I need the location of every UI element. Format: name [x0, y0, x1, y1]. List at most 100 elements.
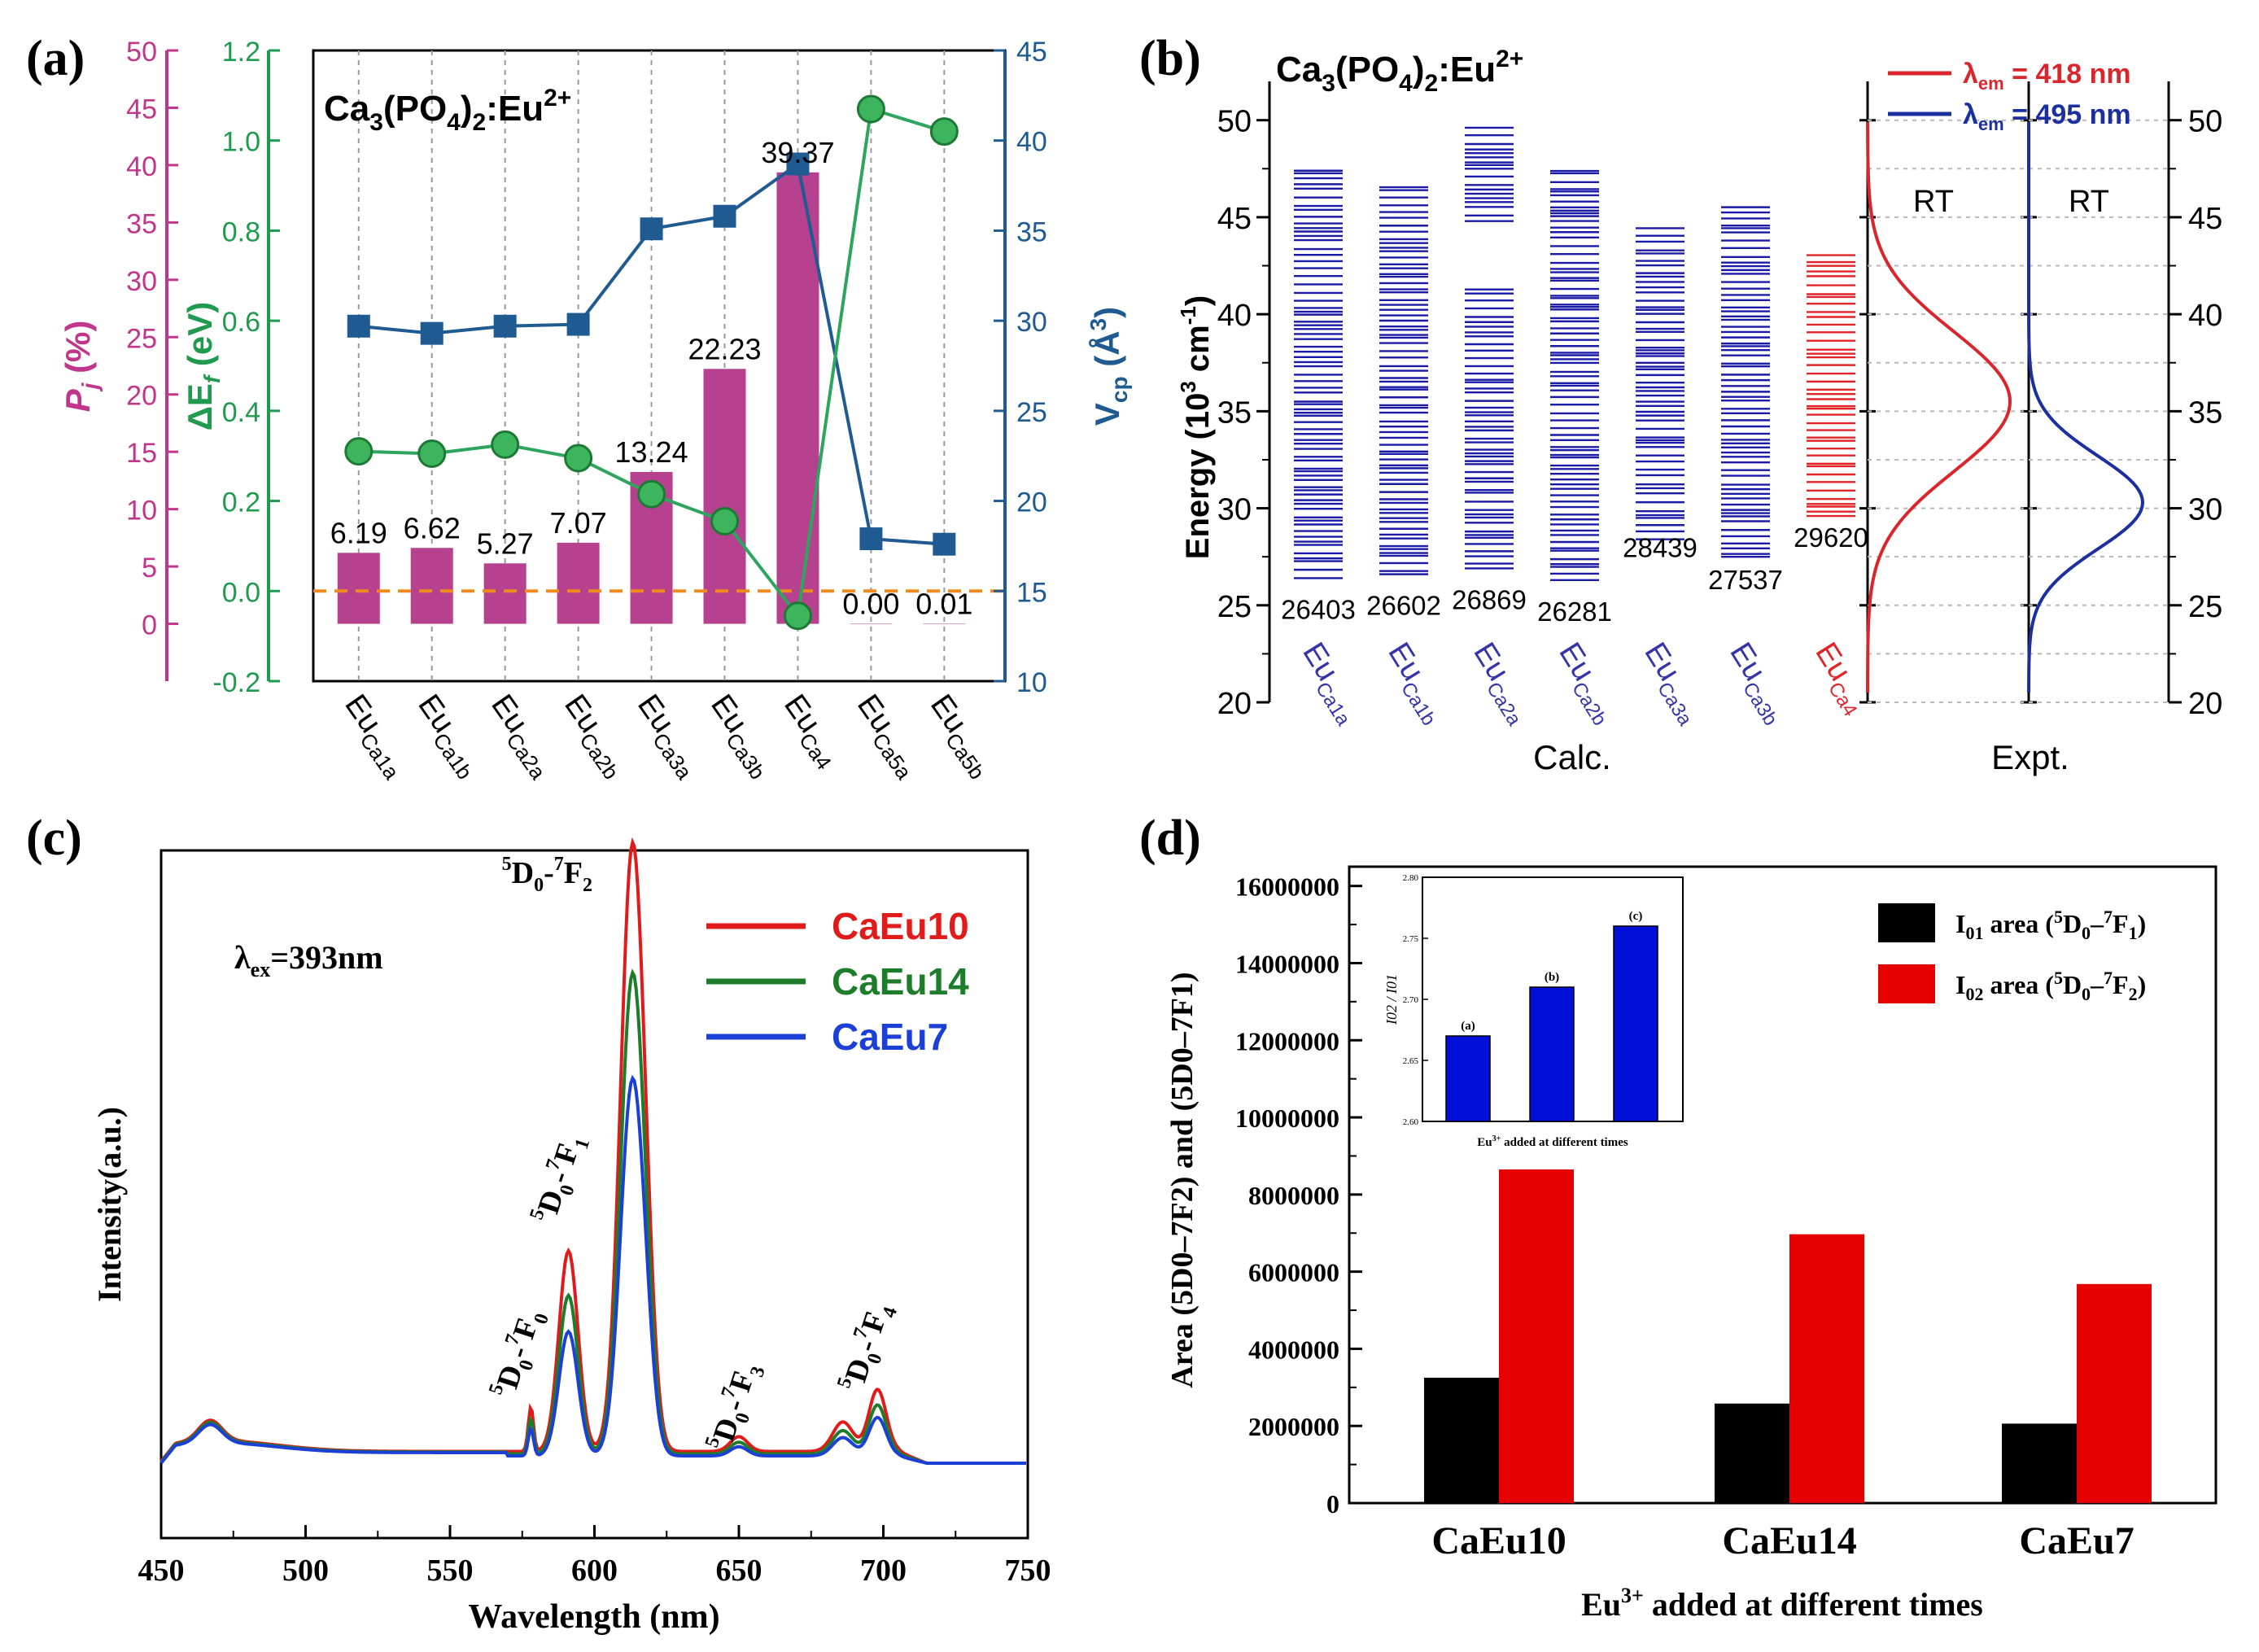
- panel-a-bar-value-label: 6.62: [404, 511, 461, 544]
- panel-b-rt-label-2: RT: [2069, 185, 2109, 219]
- panel-d-inset-x-label: Eu3+ added at different times: [1477, 1134, 1628, 1149]
- panel-d-axes: 0 2000000 4000000 6000000 8000000 10000000 120…: [1235, 872, 2134, 1562]
- panel-a-vcp-point-Ca1b: [420, 321, 443, 345]
- panel-a-bar-value-label: 0.01: [915, 587, 972, 620]
- panel-b-column-Ca1b: [1379, 186, 1428, 575]
- panel-a-pj-tick-label: 0: [142, 610, 157, 641]
- panel-c-axes: 450 500 550 600 650 700 750: [138, 1525, 1051, 1588]
- panel-a-de-tick-label: 1.2: [222, 37, 260, 68]
- panel-b-site-label: EuCa3b: [1718, 637, 1797, 730]
- panel-a-de-point-Ca4: [783, 601, 812, 631]
- panel-b-left-tick-label: 25: [1217, 590, 1252, 624]
- panel-a-pj-tick-label: 20: [126, 381, 157, 412]
- panel-a-pj-tick-label: 30: [126, 266, 157, 297]
- panel-a-bar-value-label: 13.24: [615, 435, 688, 469]
- panel-a-bar-Ca1a: [337, 553, 380, 624]
- panel-c-peak-label: 5D0-7F2: [502, 854, 592, 896]
- panel-d-x-tick-label: CaEu10: [1431, 1519, 1566, 1562]
- panel-c-peak-label: 5D0-7F3: [701, 1357, 770, 1457]
- panel-c-x-tick-label: 550: [427, 1554, 474, 1588]
- panel-a-vcp-tick-label: 45: [1016, 37, 1047, 68]
- panel-a-bar-Ca4: [776, 172, 819, 624]
- panel-a-bar-value-label: 0.00: [842, 588, 899, 621]
- panel-a-vcp-point-Ca5a: [859, 527, 883, 551]
- panel-a-vcp-tick-label: 30: [1016, 307, 1047, 338]
- panel-d-inset-bar-2: [1613, 925, 1658, 1122]
- panel-a-vcp-point-Ca2a: [493, 314, 517, 338]
- panel-a-de-point-Ca2a: [491, 430, 520, 459]
- panel-a-bar-value-label: 39.37: [761, 136, 834, 169]
- panel-d-inset-tick-label: 2.80: [1403, 873, 1419, 883]
- panel-a-x-tick-label: EuCa5a: [845, 688, 929, 784]
- panel-b-left-tick-label: 50: [1217, 105, 1252, 139]
- panel-b-onset-label: 29620: [1794, 522, 1868, 553]
- panel-b-rt-label-1: RT: [1913, 185, 1954, 219]
- panel-a-bar-Ca5b: [923, 623, 966, 624]
- panel-d-y-tick-label: 14000000: [1235, 949, 1339, 978]
- panel-c-x-axis-label: Wavelength (nm): [468, 1598, 719, 1636]
- panel-b-column-Ca4: [1807, 254, 1855, 518]
- panel-b-emission-curve-418: [1866, 122, 2012, 693]
- panel-b-onset-label: 27537: [1708, 565, 1783, 595]
- panel-d-x-tick-label: CaEu7: [2019, 1519, 2134, 1562]
- panel-a-bar-Ca3b: [703, 369, 746, 624]
- panel-a-de-point-Ca2b: [564, 444, 593, 473]
- panel-b-site-label: EuCa1a: [1291, 637, 1370, 731]
- panel-a-de-tick-label: 0.8: [222, 216, 260, 247]
- panel-c-legend-label-CaEu14: CaEu14: [832, 960, 969, 1003]
- panel-a-de-point-Ca1a: [344, 437, 374, 466]
- panel-a-x-tick-label: EuCa5b: [919, 688, 1002, 784]
- panel-b-emission-curves: [1866, 122, 2145, 693]
- panel-b-left-tick-label: 40: [1217, 299, 1252, 333]
- panel-a-vcp-point-Ca2b: [566, 312, 590, 336]
- panel-a-pj-tick-label: 10: [126, 496, 157, 527]
- panel-a-vcp-axis-label: Vcp (Å3): [1086, 307, 1132, 426]
- panel-c-label: (c): [26, 811, 82, 866]
- panel-b-onset-label: 26281: [1537, 597, 1612, 627]
- panel-d-inset-tick-label: 2.75: [1403, 934, 1419, 944]
- panel-d-inset-bar-1: [1529, 986, 1575, 1122]
- panel-d-inset-bar-label: (a): [1461, 1020, 1475, 1033]
- panel-d-y-tick-label: 16000000: [1235, 872, 1339, 902]
- panel-d-inset-tick-label: 2.70: [1403, 995, 1419, 1005]
- panel-d-legend-label-I02: I02 area (5D0–7F2): [1955, 968, 2146, 1004]
- panel-b-column-Ca2b: [1550, 169, 1599, 581]
- panel-d-legend-swatch-I01: [1878, 903, 1935, 942]
- panel-a-de-point-Ca3a: [637, 479, 666, 509]
- panel-d-y-tick-label: 12000000: [1235, 1026, 1339, 1055]
- panel-b-legend-label-418: λem = 418 nm: [1963, 59, 2131, 94]
- panel-d-bar-CaEu10-I02: [1499, 1169, 1574, 1503]
- panel-a-bar-value-label: 7.07: [550, 506, 607, 540]
- panel-c-spectra: [159, 837, 1026, 1465]
- panel-a-de-point-Ca5b: [929, 117, 959, 146]
- panel-c-x-tick-label: 700: [860, 1554, 907, 1588]
- panel-a-pj-tick-label: 25: [126, 323, 157, 354]
- panel-d-inset-bar-0: [1445, 1035, 1491, 1122]
- panel-b-left-tick-label: 20: [1217, 687, 1252, 721]
- panel-d-y-tick-label: 10000000: [1235, 1104, 1339, 1133]
- panel-a-x-tick-label: EuCa4: [772, 688, 849, 774]
- panel-b-level-columns: 26403 EuCa1a 26602 EuCa1b 26869 EuCa2a 26281 Eu…: [1281, 126, 1868, 731]
- panel-a-vcp-tick-label: 25: [1016, 397, 1047, 428]
- panel-a-x-tick-label: EuCa1b: [407, 688, 490, 784]
- panel-d-legend-swatch-I02: [1878, 964, 1935, 1003]
- panel-d-y-tick-label: 2000000: [1248, 1412, 1339, 1441]
- panel-d-legend-label-I01: I01 area (5D0–7F1): [1955, 907, 2146, 943]
- panel-d-legend: I01 area (5D0–7F1) I02 area (5D0–7F2): [1878, 903, 2146, 1004]
- panel-a-pj-tick-label: 40: [126, 151, 157, 182]
- panel-b-column-Ca3a: [1636, 227, 1684, 540]
- panel-d-y-tick-label: 8000000: [1248, 1181, 1339, 1210]
- panel-a-de-axis-label: ΔEf (eV): [181, 302, 225, 431]
- panel-b-left-tick-label: 30: [1217, 493, 1252, 527]
- panel-a-de-tick-label: 0.4: [222, 397, 260, 428]
- panel-d-inset-tick-label: 2.65: [1403, 1056, 1419, 1066]
- panel-d-bars: [1424, 1169, 2152, 1503]
- panel-a-lines: [344, 94, 959, 631]
- panel-d-y-tick-label: 4000000: [1248, 1335, 1339, 1364]
- panel-c-y-axis-label: Intensity(a.u.): [91, 1107, 128, 1302]
- panel-d-bar-CaEu10-I01: [1424, 1377, 1499, 1503]
- panel-a-bar-Ca1b: [410, 548, 453, 624]
- panel-b-site-label: EuCa2a: [1462, 637, 1540, 731]
- panel-a-bar-labels: 6.19 6.62 5.27 7.07 13.24 22.23 39.37 0.00 0.01: [330, 136, 973, 621]
